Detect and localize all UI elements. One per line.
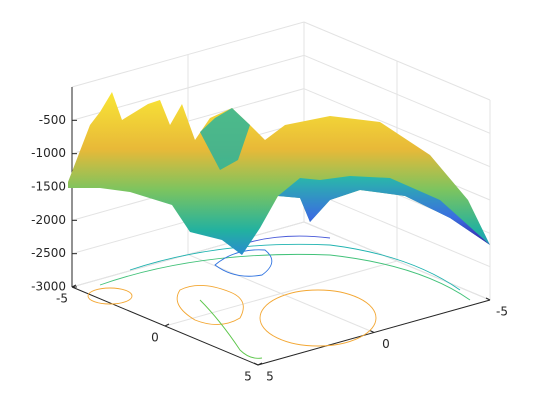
y-grid-line xyxy=(303,221,491,301)
x-tick xyxy=(257,362,263,366)
y-tick-label: -5 xyxy=(496,305,508,319)
y-tick-label: 5 xyxy=(266,370,274,384)
x-tick-label: -5 xyxy=(56,292,68,306)
z-tick-label: -2000 xyxy=(31,213,66,227)
floor-contours xyxy=(87,235,471,359)
z-tick-label: -3000 xyxy=(31,280,66,294)
x-tick-label: 5 xyxy=(244,370,252,384)
y-tick xyxy=(485,297,491,301)
z-tick-label: -1500 xyxy=(31,180,66,194)
y-tick xyxy=(369,330,375,333)
x-tick xyxy=(71,284,77,288)
surface xyxy=(68,92,490,255)
z-tick-label: -500 xyxy=(39,113,66,127)
y-tick xyxy=(253,362,259,366)
x-tick-label: 0 xyxy=(151,331,159,345)
y-tick-label: 0 xyxy=(382,337,390,351)
z-tick-label: -2500 xyxy=(31,246,66,260)
x-tick xyxy=(164,323,170,327)
z-tick-label: -1000 xyxy=(31,146,66,160)
